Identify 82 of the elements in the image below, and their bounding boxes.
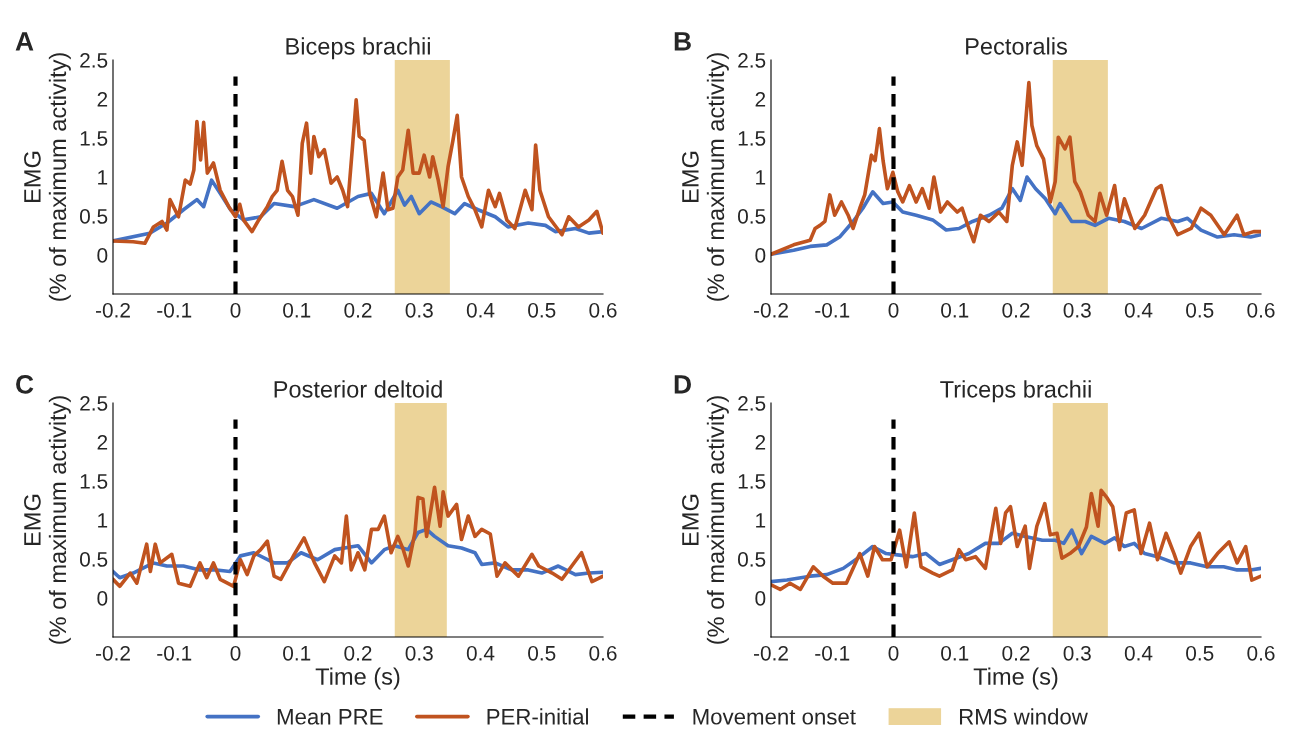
x-tick-label: 0.5 [528, 645, 556, 661]
y-tick-label: 0.5 [79, 209, 108, 224]
chart-title: Biceps brachii [286, 37, 430, 60]
text: A [15, 32, 34, 51]
y-axis-title: EMG (% of maximum activity) [682, 396, 729, 644]
y-tick-label: 1.5 [738, 474, 766, 489]
x-tick-label: 0.2 [344, 302, 372, 318]
x-tick-label: 0.3 [1063, 645, 1091, 661]
x-tick-label: -0.2 [753, 302, 788, 318]
y-tick-label: 0.5 [79, 552, 108, 567]
x-tick-label: 0.2 [344, 645, 372, 661]
y-tick-label: 2 [755, 92, 766, 107]
x-tick-label: 0 [230, 645, 241, 661]
y-tick-label: 0.5 [737, 552, 766, 567]
y-tick-label: 2.5 [80, 396, 108, 411]
x-tick-label: 0.1 [941, 302, 969, 318]
y-tick-label: 2.5 [738, 396, 766, 411]
line-series [771, 80, 1261, 257]
y-tick-label: 1 [98, 513, 108, 528]
x-tick-label: 0.5 [1186, 302, 1214, 318]
x-tick-label: 0.5 [1186, 645, 1214, 661]
x-tick-label: -0.1 [815, 302, 850, 318]
y-tick-label: 0 [755, 591, 766, 606]
y-tick-label: 1 [756, 513, 766, 528]
text: D [674, 375, 691, 394]
x-tick-label: -0.2 [95, 645, 130, 661]
x-tick-label: 0.5 [528, 302, 556, 318]
y-tick-label: 0 [97, 248, 108, 263]
x-tick-label: 0.4 [466, 645, 495, 661]
x-tick-label: 0.3 [405, 645, 433, 661]
chart-title: Posterior deltoid [274, 380, 442, 398]
y-tick-label: 0.5 [737, 209, 766, 224]
x-tick-label: 0.4 [1124, 302, 1153, 318]
x-tick-label: 0.1 [941, 645, 969, 661]
y-tick-label: 2 [97, 435, 108, 450]
y-tick-label: 1.5 [80, 131, 108, 146]
y-axis-title: EMG (% of maximum activity) [24, 396, 71, 644]
text: C [16, 375, 34, 394]
y-tick-label: 1.5 [738, 131, 766, 146]
y-tick-label: 2 [755, 435, 766, 450]
y-tick-label: 0 [755, 248, 766, 263]
y-tick-label: 0 [97, 591, 108, 606]
x-tick-label: 0 [888, 645, 899, 661]
x-tick-label: 0.6 [589, 645, 617, 661]
legend-label: Movement onset [693, 709, 856, 725]
x-tick-label: 0.1 [283, 302, 311, 318]
x-axis-title: Time (s) [973, 667, 1058, 690]
x-tick-label: 0.6 [589, 302, 617, 318]
x-tick-label: 0.6 [1247, 302, 1275, 318]
x-tick-label: 0.6 [1247, 645, 1275, 661]
x-axis-title: Time (s) [315, 667, 400, 690]
x-tick-label: 0.3 [405, 302, 433, 318]
chart-title: Pectoralis [966, 37, 1067, 55]
x-tick-label: 0.2 [1002, 302, 1030, 318]
y-tick-label: 1.5 [80, 474, 108, 489]
y-tick-label: 2.5 [738, 53, 766, 68]
y-tick-label: 1 [98, 170, 108, 185]
x-tick-label: 0.2 [1002, 645, 1030, 661]
x-tick-label: 0.4 [1124, 645, 1153, 661]
text: B [674, 32, 691, 51]
x-tick-label: 0 [888, 302, 899, 318]
x-tick-label: -0.1 [157, 302, 192, 318]
y-axis-title: EMG (% of maximum activity) [24, 53, 71, 301]
x-tick-label: -0.1 [157, 645, 192, 661]
x-tick-label: 0.4 [466, 302, 495, 318]
x-tick-label: 0.1 [283, 645, 311, 661]
chart-title: Triceps brachii [940, 380, 1091, 403]
x-tick-label: -0.2 [753, 645, 788, 661]
legend-label: PER-initial [487, 708, 588, 725]
x-tick-label: 0 [230, 302, 241, 318]
x-tick-label: -0.2 [95, 302, 130, 318]
x-tick-label: 0.3 [1063, 302, 1091, 318]
line-series [771, 488, 1261, 592]
y-tick-label: 2.5 [80, 53, 108, 68]
line-series [113, 97, 603, 246]
x-tick-label: -0.1 [815, 645, 850, 661]
y-axis-title: EMG (% of maximum activity) [682, 53, 729, 301]
legend-label: Mean PRE [277, 709, 383, 725]
y-tick-label: 1 [756, 170, 766, 185]
legend-label: RMS window [959, 708, 1088, 725]
line-series [113, 485, 603, 589]
y-tick-label: 2 [97, 92, 108, 107]
